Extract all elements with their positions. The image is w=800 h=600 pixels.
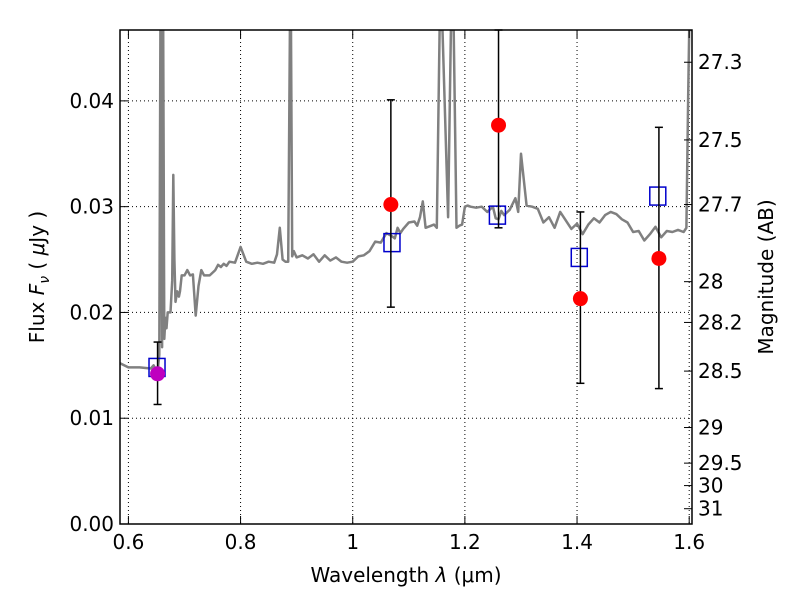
y-tick-label: 0.01 — [69, 406, 114, 430]
plot-area — [120, 29, 692, 406]
observed-point — [651, 250, 667, 266]
ticks: 0.6 0.8 1 1.2 1.4 1.6 0.00 0.01 0.02 0.03 0.04 27.3… — [69, 30, 743, 554]
model-photometry-point — [649, 186, 667, 206]
x-tick-label: 0.6 — [113, 530, 145, 554]
y-axis-label: Flux Fν ( μJy ) — [25, 211, 53, 343]
axes-frame — [119, 29, 693, 525]
y2-tick-label: 27.3 — [698, 50, 743, 74]
y-tick-label: 0.00 — [69, 512, 114, 536]
model-photometry-point — [488, 205, 507, 225]
x-tick-label: 1.4 — [561, 530, 593, 554]
points-layer — [148, 29, 667, 406]
y2-tick-label: 28 — [698, 270, 723, 294]
observed-point — [491, 117, 507, 133]
observed-point — [150, 366, 166, 382]
x-tick-label: 1.6 — [673, 530, 705, 554]
y2-tick-label: 28.5 — [698, 359, 743, 383]
y2-tick-label: 30 — [698, 474, 723, 498]
y2-axis-label: Magnitude (AB) — [754, 199, 778, 354]
observed-point — [383, 197, 399, 213]
model-photometry-point — [383, 232, 401, 253]
model-spectrum-line — [120, 30, 692, 372]
y-tick-label: 0.03 — [69, 195, 114, 219]
y2-tick-label: 27.7 — [698, 193, 743, 217]
observed-point — [572, 291, 588, 307]
x-tick-label: 1.2 — [449, 530, 481, 554]
x-tick-label: 1 — [346, 530, 359, 554]
y2-tick-label: 29 — [698, 416, 723, 440]
y-tick-label: 0.02 — [69, 300, 114, 324]
y2-tick-label: 29.5 — [698, 451, 743, 475]
x-axis-label: Wavelength λ (μm) — [310, 563, 501, 587]
series-layer — [120, 30, 692, 372]
y2-tick-label: 28.2 — [698, 310, 743, 334]
y-tick-label: 0.04 — [69, 89, 114, 113]
grid — [120, 30, 692, 525]
x-tick-label: 0.8 — [225, 530, 257, 554]
model-photometry-point — [570, 247, 589, 268]
y2-tick-label: 27.5 — [698, 128, 743, 152]
y2-tick-label: 31 — [698, 497, 723, 521]
